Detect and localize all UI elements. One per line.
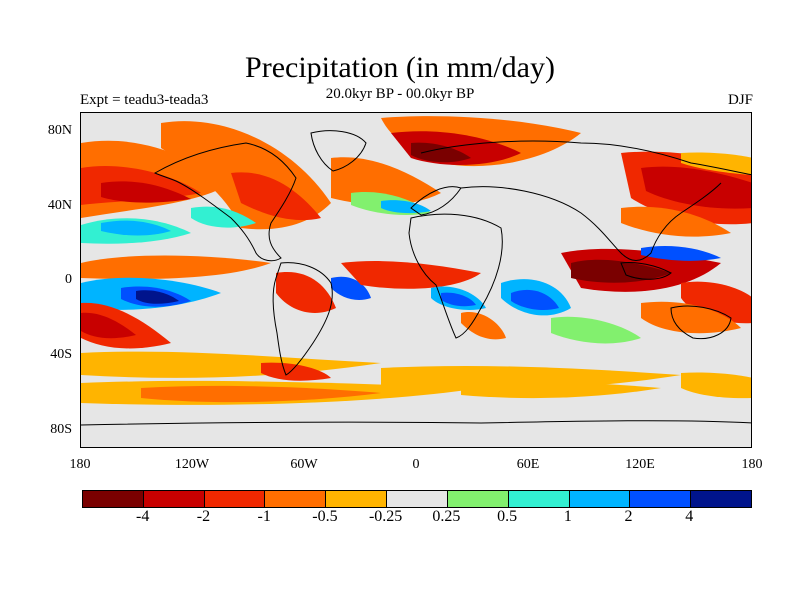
y-tick-label: 40N <box>47 198 72 213</box>
colorbar-swatch <box>691 491 751 507</box>
x-tick-label: 180 <box>69 457 91 472</box>
colorbar-label: -2 <box>196 508 211 525</box>
y-tick-label: 0 <box>65 272 72 287</box>
x-tick-label: 60W <box>290 457 318 472</box>
colorbar-label: 4 <box>685 508 694 525</box>
colorbar-label: -4 <box>136 508 150 525</box>
x-tick-label: 60E <box>516 457 540 472</box>
colorbar-label: 0.5 <box>497 508 518 525</box>
plot-title: Precipitation (in mm/day) <box>245 51 555 84</box>
season-label: DJF <box>727 92 753 108</box>
colorbar <box>82 490 752 508</box>
colorbar-swatch <box>83 491 144 507</box>
colorbar-label: -0.25 <box>368 508 403 525</box>
map-svg <box>81 113 751 447</box>
x-tick-label: 120W <box>174 457 210 472</box>
colorbar-swatch <box>143 491 205 507</box>
colorbar-swatch <box>508 491 570 507</box>
colorbar-swatch <box>569 491 631 507</box>
y-tick-label: 40S <box>50 347 72 362</box>
y-tick-label: 80S <box>50 422 72 437</box>
colorbar-swatch <box>265 491 327 507</box>
colorbar-label: 1 <box>563 508 572 525</box>
x-tick-label: 120E <box>625 457 655 472</box>
colorbar-label: 0.25 <box>432 508 461 525</box>
colorbar-label: -1 <box>257 508 271 525</box>
x-tick-label: 180 <box>741 457 763 472</box>
y-tick-label: 80N <box>47 123 72 138</box>
x-tick-label: 0 <box>412 457 420 472</box>
precipitation-map <box>80 112 752 448</box>
colorbar-swatch <box>387 491 448 507</box>
colorbar-swatch <box>204 491 266 507</box>
anomaly-fields <box>81 116 751 434</box>
colorbar-swatch <box>447 491 509 507</box>
coastlines <box>81 130 751 426</box>
colorbar-swatch <box>630 491 692 507</box>
plot-subtitle: 20.0kyr BP - 00.0kyr BP <box>325 86 475 102</box>
colorbar-swatch <box>326 491 388 507</box>
colorbar-label: 2 <box>624 508 633 525</box>
colorbar-label: -0.5 <box>312 508 338 525</box>
experiment-label: Expt = teadu3-teada3 <box>80 92 209 108</box>
